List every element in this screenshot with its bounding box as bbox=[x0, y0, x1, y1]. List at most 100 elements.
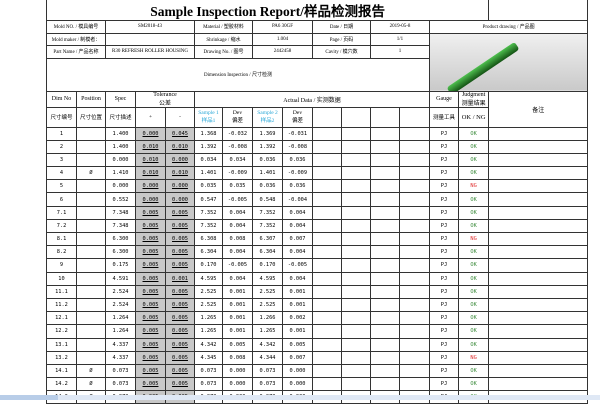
mold-maker-label: Mold maker / 制模者： bbox=[46, 32, 106, 46]
sample1-cell: 4.595 bbox=[194, 271, 223, 286]
gauge-cell: PJ bbox=[429, 152, 459, 168]
dim-no-cell: 7.2 bbox=[46, 218, 77, 234]
spec-cell: 0.073 bbox=[105, 377, 136, 392]
sample2-cell: 6.307 bbox=[252, 231, 283, 247]
judgment-label-cn: 测量结果 bbox=[461, 100, 486, 107]
table-row: 11.1 2.524 0.005 0.005 2.525 0.001 2.525 0.001 P… bbox=[46, 284, 589, 299]
gauge-cell: PJ bbox=[429, 126, 459, 141]
table-row: 8.1 6.300 0.005 0.005 6.308 0.008 6.307 0.007 PJ… bbox=[46, 231, 589, 247]
tolerance-header: Tolerance 公差 bbox=[135, 90, 195, 108]
sample2-cell: 1.369 bbox=[252, 126, 283, 141]
empty-cell bbox=[370, 231, 400, 247]
judgment-cell: OK bbox=[457, 324, 490, 339]
table-row: 11.2 2.524 0.005 0.005 2.525 0.001 2.525 0.001 P… bbox=[46, 297, 589, 313]
sample2-cell: 1.266 bbox=[252, 311, 283, 326]
empty-cell bbox=[399, 337, 430, 352]
remarks-cell bbox=[488, 377, 589, 392]
product-rod-render bbox=[446, 41, 520, 90]
scrollbar-thumb[interactable] bbox=[0, 395, 58, 400]
dev1-cell: -0.005 bbox=[222, 192, 253, 207]
dev1-cell: 0.000 bbox=[222, 377, 253, 392]
drawing-no: 2442458 bbox=[252, 45, 313, 59]
gauge-cell: PJ bbox=[429, 284, 459, 299]
spec-cell: 0.175 bbox=[105, 258, 136, 273]
empty-cell bbox=[312, 311, 342, 326]
empty-cell bbox=[370, 166, 400, 181]
empty-cell bbox=[370, 271, 400, 286]
remarks-cell bbox=[488, 166, 589, 181]
tol-plus-cell: 0.010 bbox=[135, 139, 166, 154]
sample2-header: Sample 2 样品2 bbox=[252, 106, 283, 128]
spec-cell: 6.300 bbox=[105, 231, 136, 247]
dev2-cell: 0.000 bbox=[282, 377, 313, 392]
dim-no-cell: 14.1 bbox=[46, 363, 77, 379]
position-cell bbox=[76, 152, 106, 168]
tol-minus-cell: 0.005 bbox=[165, 311, 195, 326]
sample1-label: Sample 1 bbox=[198, 110, 219, 116]
dev2-cell: 0.001 bbox=[282, 297, 313, 313]
empty-cell bbox=[370, 152, 400, 168]
tol-minus-cell: 0.005 bbox=[165, 377, 195, 392]
mold-maker bbox=[105, 32, 195, 46]
dev1-cell: 0.000 bbox=[222, 363, 253, 379]
empty-cell bbox=[341, 139, 371, 154]
empty-cell bbox=[312, 324, 342, 339]
dev2-cell: 0.004 bbox=[282, 271, 313, 286]
horizontal-scrollbar[interactable] bbox=[0, 395, 600, 400]
dim-no-cell: 7.1 bbox=[46, 205, 77, 220]
empty-cell bbox=[370, 179, 400, 194]
sample1-cell: 7.352 bbox=[194, 205, 223, 220]
dim-no-cell: 13.1 bbox=[46, 337, 77, 352]
empty-cell bbox=[341, 205, 371, 220]
gauge-cell: PJ bbox=[429, 311, 459, 326]
remarks-cell bbox=[488, 363, 589, 379]
dev2-cell: -0.008 bbox=[282, 139, 313, 154]
empty-cell bbox=[399, 218, 430, 234]
empty-cell bbox=[312, 152, 342, 168]
judgment-cell: OK bbox=[457, 245, 490, 260]
tol-minus-cell: 0.005 bbox=[165, 284, 195, 299]
spec-cell: 1.264 bbox=[105, 324, 136, 339]
judgment-cell: NG bbox=[457, 179, 490, 194]
empty-cell bbox=[399, 271, 430, 286]
empty-header bbox=[312, 106, 342, 128]
sample1-header: Sample 1 样品1 bbox=[194, 106, 223, 128]
sample2-cell: 4.595 bbox=[252, 271, 283, 286]
remarks-cell bbox=[488, 324, 589, 339]
position-cell bbox=[76, 218, 106, 234]
remarks-cell bbox=[488, 297, 589, 313]
dev2-cell: -0.004 bbox=[282, 192, 313, 207]
tol-minus-cell: 0.000 bbox=[165, 192, 195, 207]
tol-plus-cell: 0.005 bbox=[135, 337, 166, 352]
tol-minus-cell: 0.005 bbox=[165, 231, 195, 247]
sample1-cell: 2.525 bbox=[194, 297, 223, 313]
gauge-cell: PJ bbox=[429, 271, 459, 286]
tol-minus-cell: 0.005 bbox=[165, 258, 195, 273]
dim-no-cell: 12.2 bbox=[46, 324, 77, 339]
sample1-cell: 0.073 bbox=[194, 377, 223, 392]
empty-cell bbox=[312, 337, 342, 352]
dev2-cell: 0.001 bbox=[282, 324, 313, 339]
position-cell bbox=[76, 297, 106, 313]
spec-cell: 0.073 bbox=[105, 363, 136, 379]
dev2-cell: 0.004 bbox=[282, 245, 313, 260]
judgment-cell: OK bbox=[457, 258, 490, 273]
empty-cell bbox=[370, 126, 400, 141]
table-row: 12.2 1.264 0.005 0.005 1.265 0.001 1.265 0.001 P… bbox=[46, 324, 589, 339]
empty-cell bbox=[370, 324, 400, 339]
tol-plus-cell: 0.005 bbox=[135, 377, 166, 392]
empty-cell bbox=[341, 179, 371, 194]
empty-cell bbox=[399, 205, 430, 220]
report-table: Sample Inspection Report/样品检测报告 Mold NO.… bbox=[45, 0, 589, 404]
table-row: 3 0.000 0.010 0.000 0.034 0.034 0.036 0.036 PJ OK bbox=[46, 152, 589, 168]
empty-cell bbox=[341, 324, 371, 339]
gauge-cell: PJ bbox=[429, 350, 459, 365]
dim-no-cell: 10 bbox=[46, 271, 77, 286]
table-row: 1 1.400 0.000 0.045 1.368 -0.032 1.369 -0.031 PJ… bbox=[46, 126, 589, 141]
table-row: 6 0.552 0.000 0.000 0.547 -0.005 0.548 -0.004 PJ… bbox=[46, 192, 589, 207]
spec-cell: 4.337 bbox=[105, 337, 136, 352]
spec-header-cn: 尺寸描述 bbox=[105, 106, 136, 128]
empty-cell bbox=[312, 350, 342, 365]
empty-cell bbox=[399, 324, 430, 339]
position-cell bbox=[76, 139, 106, 154]
